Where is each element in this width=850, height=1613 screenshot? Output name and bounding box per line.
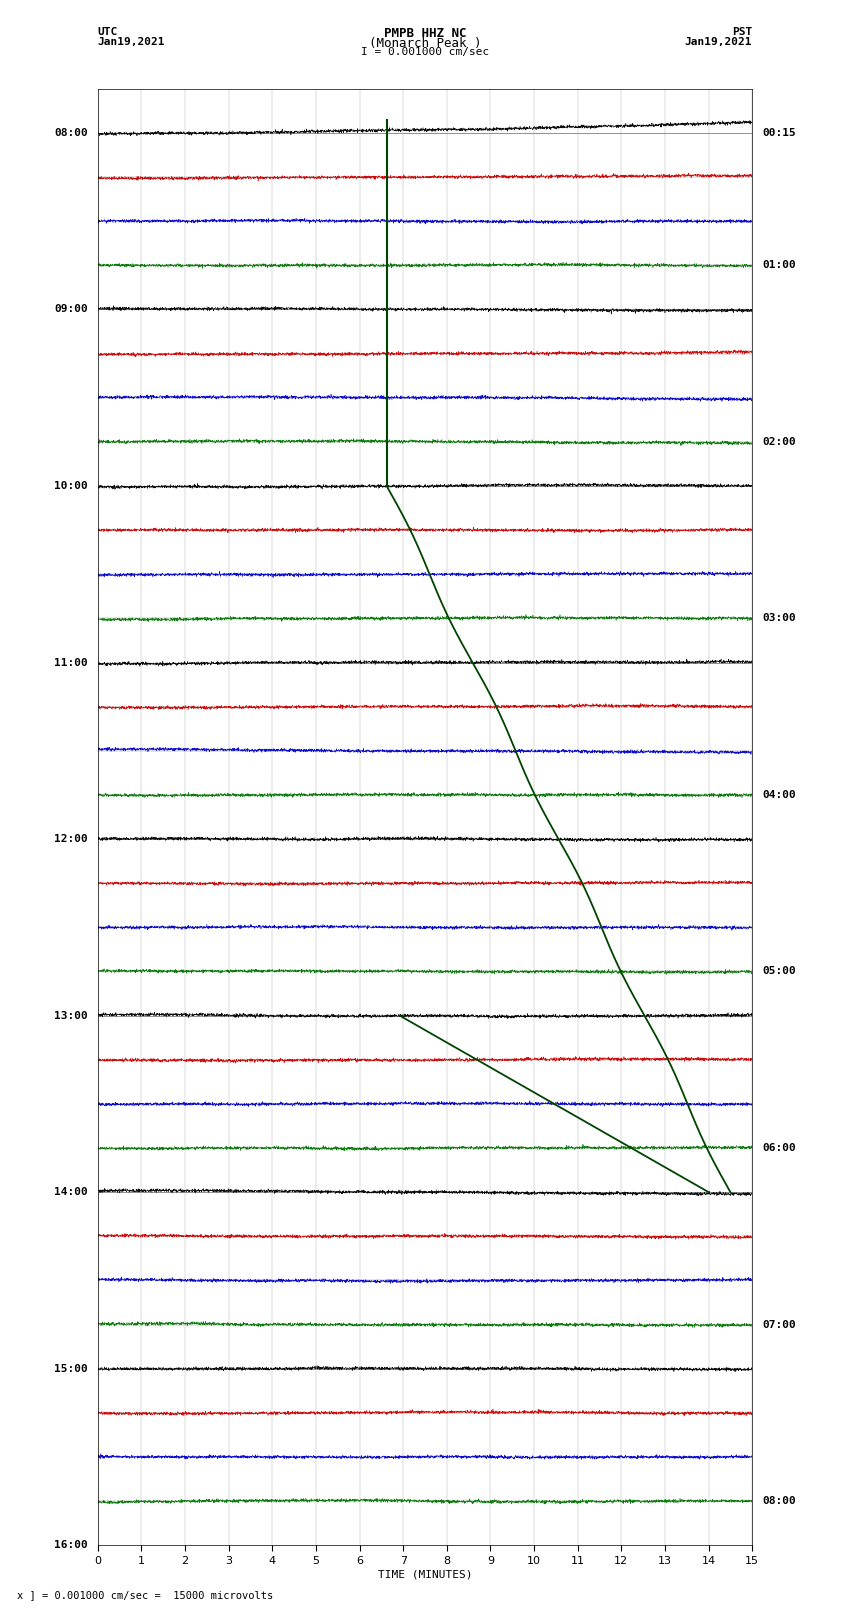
Text: 08:00: 08:00 [762,1497,796,1507]
Text: PST: PST [732,27,752,37]
Text: 13:00: 13:00 [54,1011,88,1021]
Text: 10:00: 10:00 [54,481,88,490]
Text: 07:00: 07:00 [762,1319,796,1329]
Text: Jan19,2021: Jan19,2021 [98,37,165,47]
Text: 14:00: 14:00 [54,1187,88,1197]
Text: 05:00: 05:00 [762,966,796,976]
Text: 02:00: 02:00 [762,437,796,447]
X-axis label: TIME (MINUTES): TIME (MINUTES) [377,1569,473,1579]
Text: 15:00: 15:00 [54,1363,88,1374]
Text: 12:00: 12:00 [54,834,88,844]
Text: x ] = 0.001000 cm/sec =  15000 microvolts: x ] = 0.001000 cm/sec = 15000 microvolts [17,1590,273,1600]
Text: 00:15: 00:15 [762,127,796,137]
Text: 01:00: 01:00 [762,260,796,271]
Text: 04:00: 04:00 [762,790,796,800]
Text: 08:00: 08:00 [54,127,88,137]
Text: PMPB HHZ NC: PMPB HHZ NC [383,27,467,40]
Text: I = 0.001000 cm/sec: I = 0.001000 cm/sec [361,47,489,56]
Text: 03:00: 03:00 [762,613,796,623]
Text: 11:00: 11:00 [54,658,88,668]
Text: (Monarch Peak ): (Monarch Peak ) [369,37,481,50]
Text: 16:00: 16:00 [54,1540,88,1550]
Text: 09:00: 09:00 [54,305,88,315]
Text: UTC: UTC [98,27,118,37]
Text: 06:00: 06:00 [762,1144,796,1153]
Text: Jan19,2021: Jan19,2021 [685,37,752,47]
